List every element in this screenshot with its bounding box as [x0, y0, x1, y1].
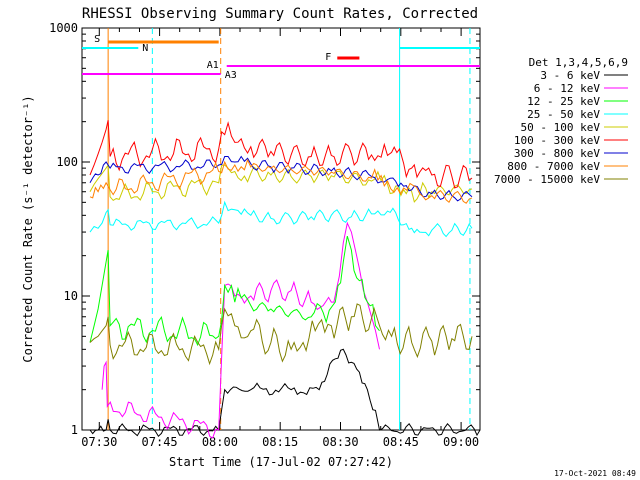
flag-vertical-lines [107, 28, 471, 430]
flag-label: A3 [225, 70, 237, 81]
x-tick-label: 08:30 [322, 435, 358, 449]
legend-entry-label: 50 - 100 keV [521, 121, 601, 134]
x-tick-label: 08:00 [202, 435, 238, 449]
series-line [89, 120, 473, 189]
y-tick-label: 10 [64, 289, 78, 303]
series-line [89, 158, 473, 204]
flag-label: N [142, 43, 148, 54]
series-line [89, 348, 481, 437]
x-axis: 07:30 07:45 08:00 08:15 08:30 08:45 09:00 [81, 28, 479, 449]
legend-entry-label: 7000 - 15000 keV [494, 173, 600, 186]
x-tick-label: 07:45 [142, 435, 178, 449]
legend-entry-label: 12 - 25 keV [527, 95, 600, 108]
plot-frame [81, 27, 481, 431]
legend-entry-label: 300 - 800 keV [514, 147, 600, 160]
flag-bars: S N A1 A3 F [82, 34, 480, 81]
series-line [89, 303, 473, 366]
plot-area [81, 27, 481, 431]
x-tick-label: 07:30 [81, 435, 117, 449]
flag-label: S [94, 34, 100, 45]
legend-entry-label: 3 - 6 keV [540, 69, 600, 82]
y-tick-label: 1 [71, 423, 78, 437]
series-line [89, 155, 473, 202]
x-axis-label: Start Time (17-Jul-02 07:27:42) [169, 455, 393, 469]
series-line [101, 221, 380, 439]
y-tick-label: 100 [56, 155, 78, 169]
x-tick-label: 09:00 [443, 435, 479, 449]
y-axis-label: Corrected Count Rate (s⁻¹ detector⁻¹) [21, 95, 35, 362]
legend-title: Det 1,3,4,5,6,9 [529, 56, 628, 69]
legend-entry-label: 100 - 300 keV [514, 134, 600, 147]
chart-title: RHESSI Observing Summary Count Rates, Co… [82, 6, 478, 22]
legend-entry-label: 800 - 7000 keV [507, 160, 600, 173]
x-tick-label: 08:15 [262, 435, 298, 449]
y-axis: 1 10 100 1000 [49, 21, 480, 437]
flag-label: A1 [207, 60, 219, 71]
series-lines [89, 120, 481, 439]
flag-label: F [325, 52, 331, 63]
legend-entry-label: 6 - 12 keV [534, 82, 601, 95]
series-line [89, 235, 380, 347]
timestamp: 17-Oct-2021 08:49 [554, 469, 636, 478]
series-line [89, 200, 473, 238]
x-tick-label: 08:45 [383, 435, 419, 449]
y-tick-label: 1000 [49, 21, 78, 35]
legend-entry-label: 25 - 50 keV [527, 108, 600, 121]
